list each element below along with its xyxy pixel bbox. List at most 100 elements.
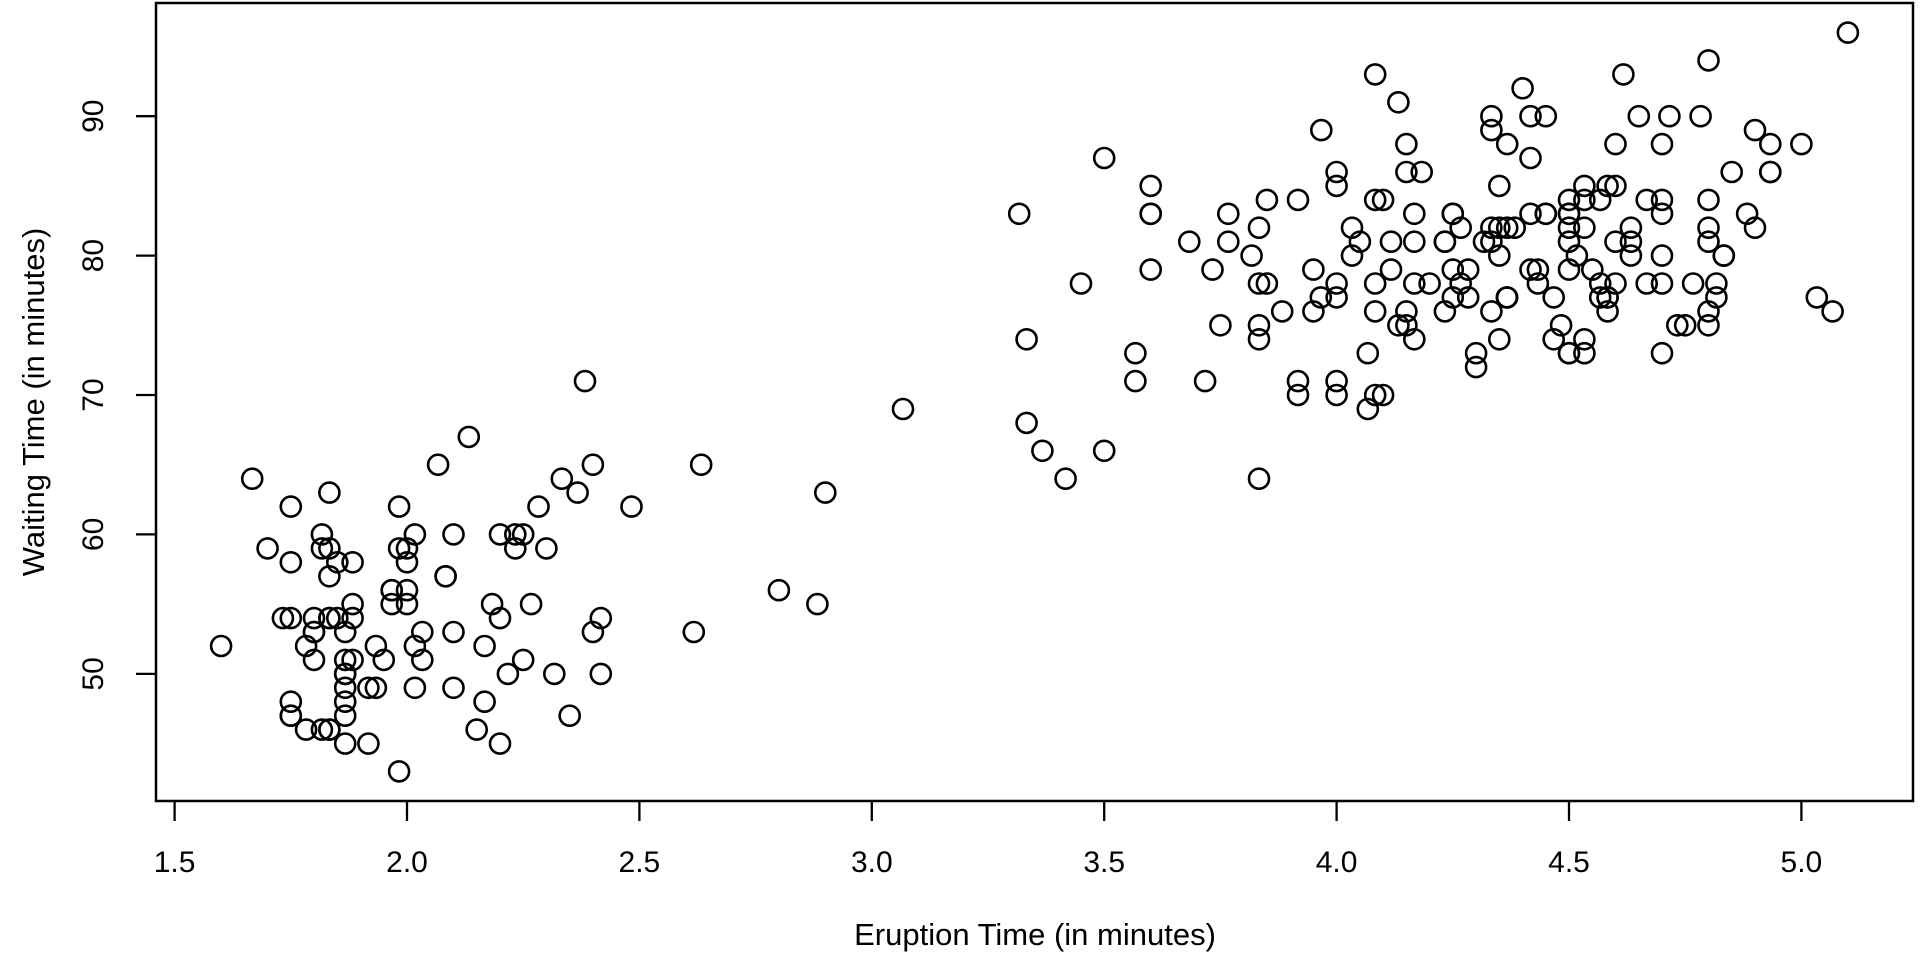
data-point bbox=[519, 592, 543, 616]
data-point bbox=[457, 425, 481, 449]
y-axis-tick-label: 50 bbox=[77, 657, 110, 690]
y-axis-tick-label: 90 bbox=[77, 100, 110, 133]
data-point bbox=[1619, 230, 1643, 253]
data-point bbox=[891, 397, 915, 421]
data-point bbox=[1456, 258, 1480, 281]
data-point bbox=[240, 467, 264, 491]
data-point bbox=[1519, 258, 1542, 281]
data-point bbox=[1619, 244, 1643, 267]
plot-frame bbox=[154, 1, 1915, 803]
data-point bbox=[1557, 341, 1581, 365]
data-point bbox=[813, 481, 837, 504]
data-point bbox=[1054, 467, 1077, 491]
data-point bbox=[1519, 104, 1542, 128]
data-point bbox=[333, 704, 357, 728]
data-point bbox=[1403, 202, 1426, 226]
data-point bbox=[256, 537, 279, 560]
data-point bbox=[279, 495, 303, 518]
data-point bbox=[1650, 341, 1674, 365]
x-axis-tick-label: 2.5 bbox=[619, 846, 661, 879]
y-axis-tick-label: 70 bbox=[77, 378, 110, 411]
data-point bbox=[1217, 230, 1240, 253]
data-point bbox=[1604, 132, 1627, 156]
data-point bbox=[1247, 467, 1271, 491]
data-point bbox=[1495, 132, 1519, 156]
data-point bbox=[310, 537, 334, 560]
y-axis-tick-label: 60 bbox=[77, 518, 110, 551]
data-point bbox=[1433, 300, 1457, 323]
data-point bbox=[620, 495, 643, 518]
data-point bbox=[1534, 202, 1558, 226]
data-point bbox=[1635, 272, 1658, 295]
data-point bbox=[387, 760, 411, 783]
data-point bbox=[1697, 49, 1720, 72]
data-point bbox=[387, 495, 411, 518]
data-point bbox=[473, 690, 496, 714]
data-point bbox=[1325, 174, 1348, 198]
data-point bbox=[473, 634, 496, 658]
data-point bbox=[1178, 230, 1201, 253]
data-point bbox=[1635, 188, 1658, 212]
data-point bbox=[333, 676, 357, 700]
data-point bbox=[1712, 244, 1736, 267]
data-point bbox=[1395, 160, 1418, 184]
data-point bbox=[589, 606, 613, 630]
data-point bbox=[1201, 258, 1224, 281]
data-point bbox=[1588, 286, 1612, 309]
data-point bbox=[1240, 244, 1263, 267]
data-point bbox=[1573, 174, 1596, 198]
data-point bbox=[1456, 286, 1480, 309]
data-point bbox=[1519, 146, 1542, 170]
data-point bbox=[1363, 300, 1387, 323]
data-point bbox=[1007, 202, 1031, 226]
data-point bbox=[1588, 188, 1612, 212]
data-point bbox=[527, 495, 550, 518]
data-point bbox=[1596, 300, 1619, 323]
data-point bbox=[1325, 286, 1348, 309]
data-point bbox=[395, 550, 419, 574]
data-point bbox=[279, 704, 303, 728]
data-point bbox=[403, 676, 427, 700]
data-point bbox=[1092, 439, 1116, 463]
data-point bbox=[1464, 341, 1488, 365]
data-point bbox=[550, 467, 574, 491]
data-point bbox=[1503, 216, 1526, 239]
data-point bbox=[1697, 216, 1720, 239]
data-point bbox=[403, 634, 427, 658]
data-point bbox=[806, 592, 829, 616]
data-point bbox=[1604, 230, 1627, 253]
data-point bbox=[1255, 188, 1279, 212]
data-point bbox=[1193, 369, 1217, 393]
data-point bbox=[1720, 160, 1743, 184]
data-point bbox=[511, 523, 535, 546]
data-point bbox=[279, 690, 303, 714]
data-point bbox=[426, 453, 450, 477]
data-point bbox=[1015, 411, 1038, 435]
data-point bbox=[689, 453, 713, 477]
x-axis-tick-label: 5.0 bbox=[1781, 846, 1823, 879]
data-point bbox=[310, 718, 334, 741]
data-point bbox=[357, 676, 380, 700]
data-point bbox=[1759, 160, 1782, 184]
data-point bbox=[1403, 272, 1426, 295]
data-point bbox=[434, 564, 457, 588]
data-point bbox=[1488, 174, 1511, 198]
x-axis-tick-label: 4.5 bbox=[1548, 846, 1590, 879]
data-point bbox=[1472, 230, 1496, 253]
data-point bbox=[682, 620, 706, 644]
data-point bbox=[1557, 230, 1581, 253]
x-axis-tick-label: 4.0 bbox=[1316, 846, 1358, 879]
data-point bbox=[1526, 272, 1550, 295]
data-point bbox=[1418, 272, 1441, 295]
data-point bbox=[1604, 174, 1627, 198]
data-point bbox=[1325, 272, 1348, 295]
data-point bbox=[1534, 104, 1558, 128]
data-point bbox=[294, 718, 318, 741]
data-point bbox=[1488, 327, 1511, 351]
data-point bbox=[1612, 63, 1635, 86]
data-point bbox=[1705, 272, 1728, 295]
data-point bbox=[1573, 216, 1596, 239]
data-point bbox=[1325, 369, 1348, 393]
